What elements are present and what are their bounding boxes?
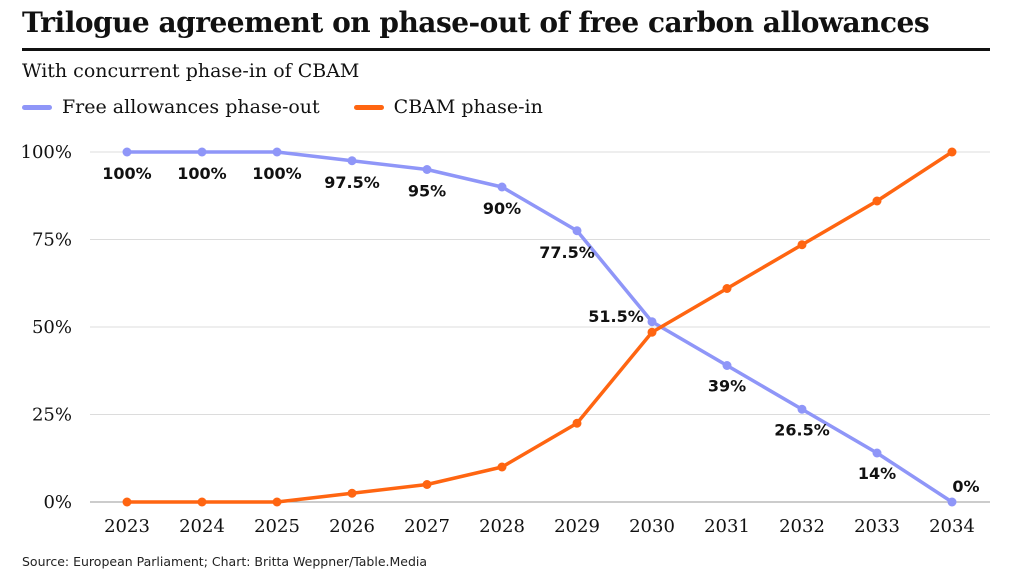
title-rule [22, 48, 990, 51]
data-label: 39% [708, 377, 746, 396]
cbam-point [347, 488, 357, 498]
data-label: 90% [483, 199, 521, 218]
cbam-point [572, 418, 582, 428]
series-points [122, 147, 957, 507]
free-allowances-point [272, 147, 282, 157]
data-label: 100% [177, 164, 226, 183]
data-label: 97.5% [324, 173, 380, 192]
cbam-point [197, 497, 207, 507]
data-labels: 100% 100% 100% 97.5% 95% 90% 77.5% 51.5% 39% 26.5… [102, 164, 979, 496]
cbam-point [947, 147, 957, 157]
cbam-point [272, 497, 282, 507]
x-tick-label: 2024 [179, 516, 225, 537]
x-tick-label: 2033 [854, 516, 900, 537]
y-tick-label: 50% [32, 317, 72, 338]
free-allowances-point [197, 147, 207, 157]
legend-item-free-allowances: Free allowances phase-out [22, 96, 320, 118]
cbam-point [122, 497, 132, 507]
x-axis-ticks: 2023 2024 2025 2026 2027 2028 2029 2030 2031 2032… [104, 516, 975, 537]
free-allowances-point [872, 448, 882, 458]
data-label: 77.5% [539, 243, 595, 262]
data-label: 14% [858, 464, 896, 483]
x-tick-label: 2030 [629, 516, 675, 537]
y-tick-label: 100% [21, 142, 72, 163]
cbam-point [722, 284, 732, 293]
y-tick-label: 75% [32, 230, 72, 251]
free-allowances-point [647, 317, 657, 327]
free-allowances-point [422, 165, 432, 174]
y-tick-label: 25% [32, 405, 72, 426]
gridlines [90, 151, 990, 503]
chart-subtitle: With concurrent phase-in of CBAM [22, 60, 360, 82]
free-allowances-point [572, 226, 582, 236]
x-tick-label: 2031 [704, 516, 750, 537]
x-tick-label: 2028 [479, 516, 525, 537]
legend-item-cbam: CBAM phase-in [353, 96, 543, 118]
legend-label-free-allowances: Free allowances phase-out [62, 96, 320, 118]
free-allowances-point [497, 182, 507, 192]
cbam-point [497, 462, 507, 472]
y-axis-ticks: 0% 25% 50% 75% 100% [21, 142, 72, 513]
y-tick-label: 0% [43, 492, 72, 513]
x-tick-label: 2025 [254, 516, 300, 537]
data-label: 51.5% [588, 307, 644, 326]
x-tick-label: 2032 [779, 516, 825, 537]
data-label: 100% [252, 164, 301, 183]
free-allowances-point [122, 147, 132, 157]
x-tick-label: 2034 [929, 516, 975, 537]
data-label: 0% [952, 477, 979, 496]
free-allowances-point [722, 361, 732, 370]
free-allowances-point [347, 156, 357, 166]
data-label: 95% [408, 182, 446, 201]
data-label: 100% [102, 164, 151, 183]
x-tick-label: 2023 [104, 516, 150, 537]
source-note: Source: European Parliament; Chart: Brit… [22, 554, 428, 569]
free-allowances-point [947, 497, 957, 507]
legend-label-cbam: CBAM phase-in [393, 96, 543, 118]
series-lines [125, 150, 954, 504]
cbam-point [422, 480, 432, 489]
cbam-point [872, 196, 882, 206]
legend-swatch-free-allowances [22, 104, 52, 110]
data-label: 26.5% [774, 420, 830, 439]
free-allowances-line [125, 150, 954, 504]
cbam-point [647, 327, 657, 337]
x-tick-label: 2029 [554, 516, 600, 537]
legend-swatch-cbam [353, 104, 384, 110]
free-allowances-point [797, 404, 807, 414]
x-tick-label: 2026 [329, 516, 375, 537]
legend: Free allowances phase-out CBAM phase-in [22, 94, 577, 120]
x-tick-label: 2027 [404, 516, 450, 537]
cbam-line [125, 150, 954, 504]
chart-title: Trilogue agreement on phase-out of free … [22, 6, 930, 39]
cbam-point [797, 240, 807, 250]
